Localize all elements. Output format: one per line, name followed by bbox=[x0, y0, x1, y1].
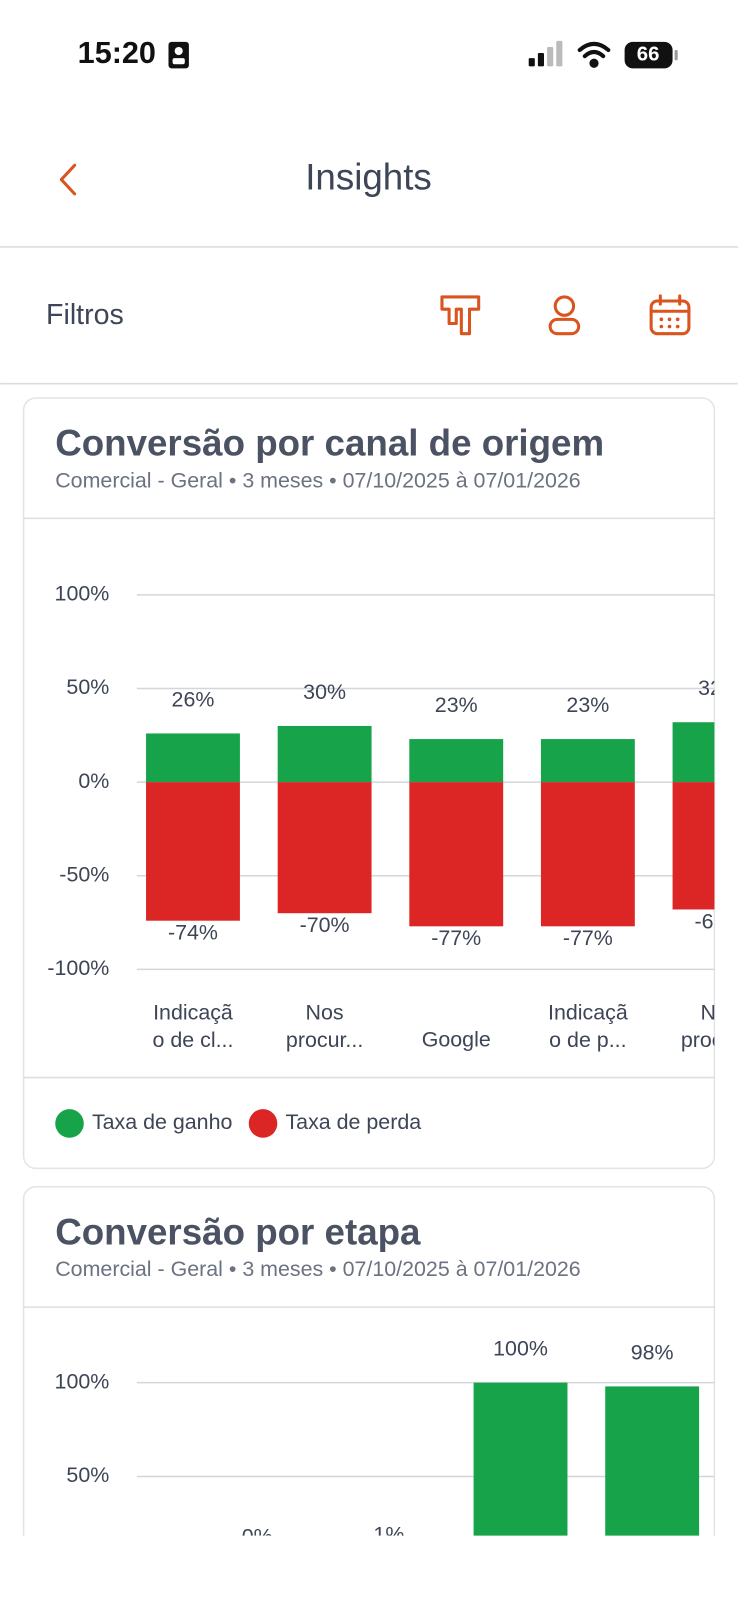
bar bbox=[605, 1386, 700, 1536]
bar bbox=[277, 725, 372, 783]
value-label: 23% bbox=[566, 693, 609, 717]
value-label: -70% bbox=[300, 913, 350, 937]
y-tick-label: 0% bbox=[78, 769, 109, 793]
back-button[interactable] bbox=[59, 163, 77, 196]
battery-icon: 66 bbox=[624, 41, 678, 69]
chart: Conversão por canal de origem Comercial -… bbox=[23, 423, 738, 1138]
battery-level: 66 bbox=[637, 43, 660, 65]
bar bbox=[672, 782, 715, 910]
filters-label: Filtros bbox=[46, 299, 124, 331]
bottom-area bbox=[0, 1535, 738, 1600]
date-filter-button[interactable] bbox=[649, 294, 691, 336]
user-filter-button[interactable] bbox=[548, 295, 581, 336]
bar bbox=[540, 782, 635, 927]
wifi-icon bbox=[577, 41, 611, 68]
chart-title: Conversão por etapa bbox=[55, 1211, 421, 1252]
value-label: -77% bbox=[563, 926, 613, 950]
y-tick-label: -50% bbox=[59, 862, 109, 886]
legend-swatch bbox=[248, 1109, 278, 1138]
chart-subtitle: Comercial - Geral • 3 meses • 07/10/2025… bbox=[55, 468, 580, 492]
bar bbox=[409, 739, 504, 783]
value-label: -68% bbox=[695, 909, 738, 933]
value-label: 23% bbox=[435, 693, 478, 717]
bar bbox=[473, 1382, 568, 1536]
bar bbox=[409, 782, 504, 927]
chart-title: Conversão por canal de origem bbox=[55, 423, 604, 464]
value-label: 100% bbox=[493, 1337, 548, 1361]
x-tick-label: Google bbox=[422, 1027, 491, 1051]
page-title: Insights bbox=[305, 156, 432, 197]
status-time: 15:20 bbox=[78, 36, 156, 70]
x-tick-label: Indicaçã o de p... bbox=[548, 1000, 628, 1052]
value-label: 30% bbox=[303, 680, 346, 704]
value-label: 32% bbox=[698, 676, 738, 700]
status-id-icon bbox=[168, 41, 189, 69]
value-label: 1% bbox=[373, 1523, 404, 1547]
bar bbox=[672, 722, 715, 783]
value-label: 26% bbox=[172, 687, 215, 711]
y-tick-label: 100% bbox=[55, 1369, 110, 1393]
funnel-filter-button[interactable] bbox=[440, 295, 481, 336]
x-tick-label: Indicaçã o de cl... bbox=[153, 1000, 234, 1052]
bar bbox=[146, 733, 240, 783]
bar bbox=[277, 782, 372, 914]
value-label: 0% bbox=[242, 1524, 273, 1548]
legend-label: Taxa de ganho bbox=[92, 1110, 232, 1134]
value-label: -74% bbox=[168, 921, 218, 945]
bar bbox=[540, 739, 635, 783]
y-tick-label: 50% bbox=[66, 1463, 109, 1487]
legend-label: Taxa de perda bbox=[285, 1110, 421, 1134]
signal-icon bbox=[528, 40, 563, 67]
x-tick-label: Nosprocur... bbox=[681, 1000, 738, 1052]
chart-subtitle: Comercial - Geral • 3 meses • 07/10/2025… bbox=[55, 1257, 580, 1281]
chart: Conversão por etapa Comercial - Geral • 3… bbox=[23, 1211, 715, 1548]
y-tick-label: 100% bbox=[55, 582, 110, 606]
value-label: -77% bbox=[431, 926, 481, 950]
value-label: 98% bbox=[631, 1340, 674, 1364]
legend-swatch bbox=[55, 1109, 84, 1138]
y-tick-label: 50% bbox=[66, 675, 109, 699]
bar bbox=[146, 782, 240, 921]
y-tick-label: -100% bbox=[47, 956, 109, 980]
